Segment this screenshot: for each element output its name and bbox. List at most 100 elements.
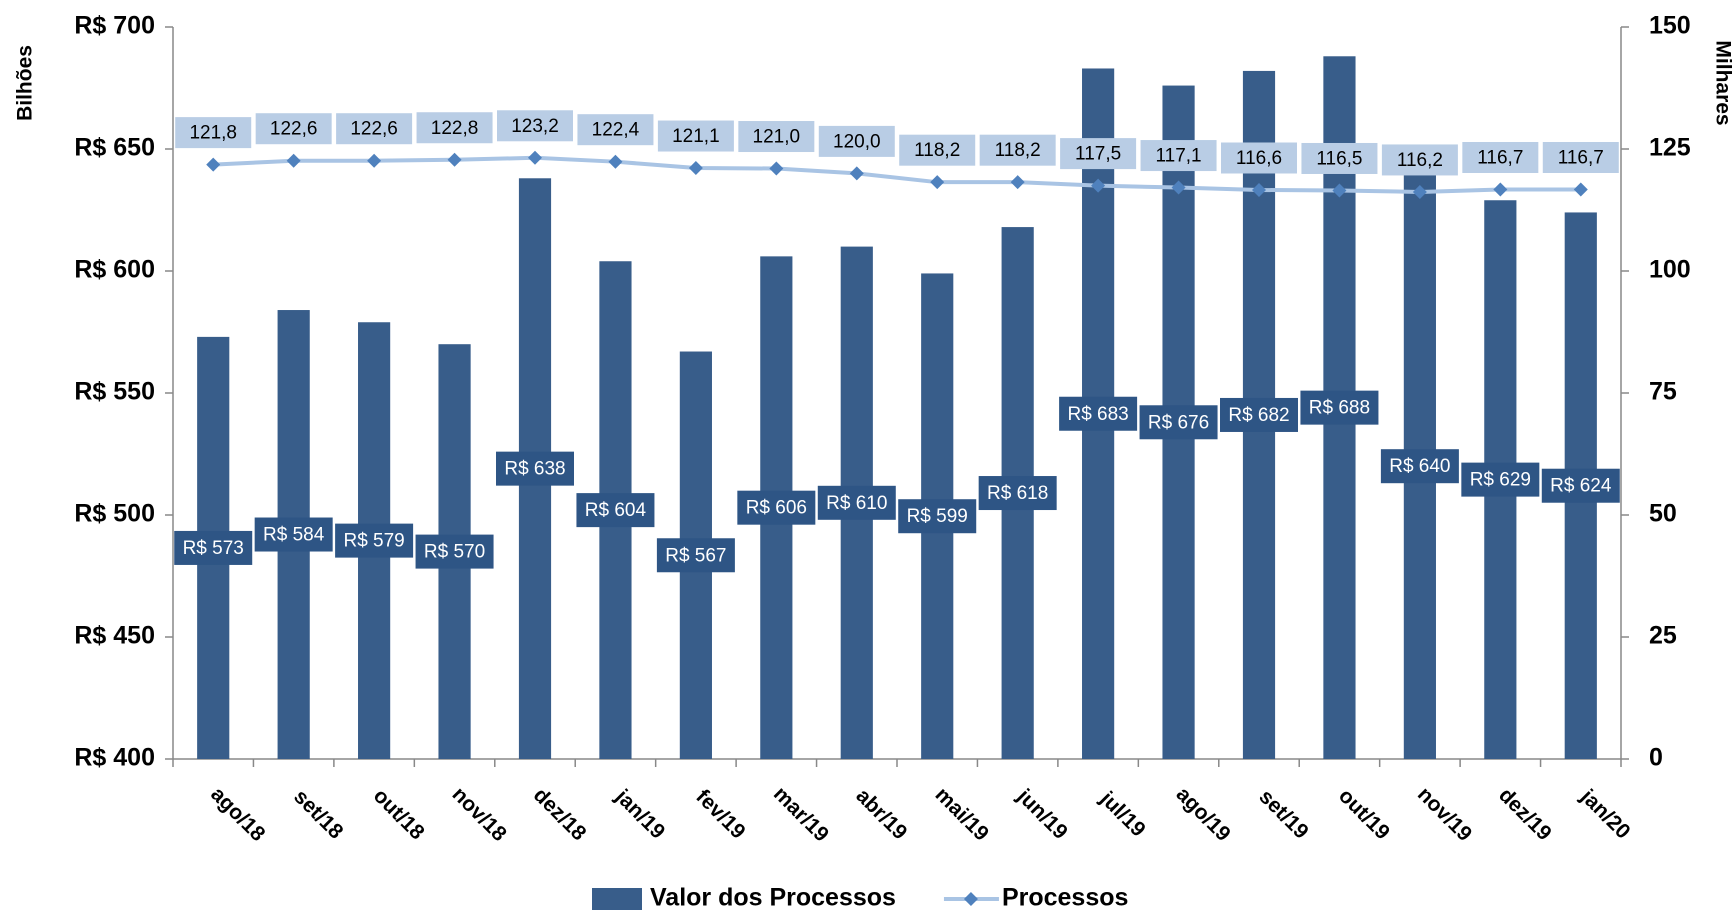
- y2-tick-label: 50: [1649, 500, 1677, 528]
- y-tick-label: R$ 700: [74, 12, 155, 40]
- y-tick-label: R$ 500: [74, 500, 155, 528]
- line-marker: [447, 152, 462, 167]
- line-value-label: 120,0: [833, 131, 881, 152]
- y2-tick-label: 0: [1649, 744, 1663, 772]
- bar-value-label: R$ 606: [746, 498, 807, 519]
- line-marker: [528, 150, 542, 165]
- y2-tick-label: 100: [1649, 256, 1691, 284]
- line-marker: [688, 161, 703, 176]
- x-tick-label: ago/18: [206, 783, 270, 847]
- line-marker: [930, 175, 945, 190]
- line-value-label-bg: [1140, 140, 1217, 172]
- bar-value-label-bg: [415, 534, 494, 569]
- line-value-label: 116,6: [1236, 148, 1282, 169]
- x-tick-label: dez/19: [1494, 783, 1556, 845]
- bar-value-label-bg: [737, 490, 816, 525]
- x-tick-label: fev/19: [691, 785, 749, 843]
- bar-value-label: R$ 570: [424, 542, 485, 563]
- bar-value-label: R$ 610: [826, 493, 887, 514]
- bar-value-label: R$ 567: [665, 545, 726, 566]
- x-tick-label: jul/19: [1095, 787, 1150, 842]
- line-value-label: 122,4: [592, 120, 640, 141]
- line-marker: [286, 153, 301, 168]
- line-value-label-bg: [1060, 138, 1137, 170]
- line-value-label-bg: [1462, 142, 1539, 174]
- bar-value-label-bg: [1139, 405, 1218, 440]
- line-value-label: 122,8: [431, 118, 479, 139]
- legend-marker: [963, 892, 978, 906]
- line-marker: [206, 157, 221, 172]
- bar-value-label-bg: [1220, 397, 1298, 432]
- line-value-label-bg: [1542, 142, 1619, 174]
- y-axis-title: Bilhões: [14, 45, 37, 121]
- bar-value-label-bg: [656, 538, 735, 573]
- bar-value-label: R$ 682: [1228, 405, 1289, 426]
- x-tick-label: abr/19: [851, 784, 911, 844]
- line-marker: [1332, 183, 1347, 198]
- bar-value-label: R$ 604: [585, 500, 647, 521]
- line: [213, 155, 1581, 194]
- line-value-label: 121,0: [753, 127, 801, 148]
- line-value-label: 117,5: [1075, 144, 1121, 165]
- bar-value-label: R$ 629: [1470, 470, 1531, 491]
- x-tick-label: set/19: [1254, 785, 1312, 843]
- line-value-label: 118,2: [914, 140, 960, 161]
- bar-value-label-bg: [1300, 390, 1379, 425]
- bar-value-label-bg: [576, 493, 655, 528]
- line-marker: [769, 161, 784, 176]
- line-value-label: 116,7: [1477, 148, 1523, 169]
- bar-value-label: R$ 573: [183, 538, 244, 559]
- x-tick-label: mai/19: [931, 783, 994, 846]
- line-value-label: 123,2: [511, 116, 559, 137]
- line-value-label: 116,7: [1558, 148, 1604, 169]
- line-marker: [1412, 184, 1427, 199]
- x-tick-label: nov/18: [448, 783, 512, 847]
- y2-tick-label: 25: [1649, 622, 1677, 650]
- bar-value-label: R$ 618: [987, 483, 1048, 504]
- bar-value-label: R$ 579: [343, 531, 404, 552]
- y2-tick-label: 125: [1649, 134, 1691, 162]
- line-value-label: 122,6: [350, 119, 398, 140]
- x-tick-label: mar/19: [769, 782, 833, 846]
- line-value-label-bg: [175, 117, 252, 149]
- bar-value-label: R$ 599: [907, 506, 968, 527]
- bar-value-label-bg: [496, 451, 574, 486]
- x-tick-label: out/19: [1334, 784, 1394, 844]
- bar-value-label-bg: [898, 499, 977, 534]
- line-value-label-bg: [979, 134, 1056, 166]
- line-value-label-bg: [1301, 142, 1378, 174]
- line-value-label: 122,6: [270, 119, 318, 140]
- bar-value-label-bg: [1059, 396, 1138, 431]
- bar-value-label-bg: [1380, 449, 1459, 484]
- line-value-label: 121,1: [672, 126, 720, 147]
- line-marker: [1171, 180, 1186, 195]
- y-tick-label: R$ 600: [74, 256, 155, 284]
- line-value-label-bg: [255, 113, 332, 145]
- bar-value-label-bg: [1541, 468, 1620, 503]
- bar-value-label: R$ 638: [504, 459, 565, 480]
- line-marker: [1493, 182, 1508, 197]
- line-value-label-bg: [336, 113, 413, 145]
- bar-value-label: R$ 624: [1550, 476, 1612, 497]
- y-tick-label: R$ 550: [74, 378, 155, 406]
- line-value-label: 121,8: [189, 123, 237, 144]
- y-tick-label: R$ 400: [74, 744, 155, 772]
- x-tick-label: jan/19: [610, 784, 669, 843]
- line-value-label-bg: [497, 110, 573, 142]
- x-tick-label: nov/19: [1413, 783, 1476, 846]
- y-tick-label: R$ 450: [74, 622, 155, 650]
- bar-value-label-bg: [1461, 462, 1540, 497]
- line-value-label-bg: [577, 114, 654, 146]
- x-tick-label: dez/18: [529, 783, 591, 845]
- bar-value-label-bg: [978, 476, 1057, 511]
- line-value-label-bg: [899, 134, 976, 166]
- x-tick-label: jan/20: [1576, 784, 1635, 843]
- line-value-label-bg: [1221, 142, 1297, 174]
- bar-value-label: R$ 676: [1148, 412, 1209, 433]
- y2-tick-label: 75: [1649, 378, 1677, 406]
- line-value-label-bg: [738, 121, 815, 153]
- y2-axis-title: Milhares: [1711, 40, 1734, 125]
- line-marker: [1091, 178, 1106, 193]
- line-value-label-bg: [818, 125, 895, 157]
- y-tick-label: R$ 650: [74, 134, 155, 162]
